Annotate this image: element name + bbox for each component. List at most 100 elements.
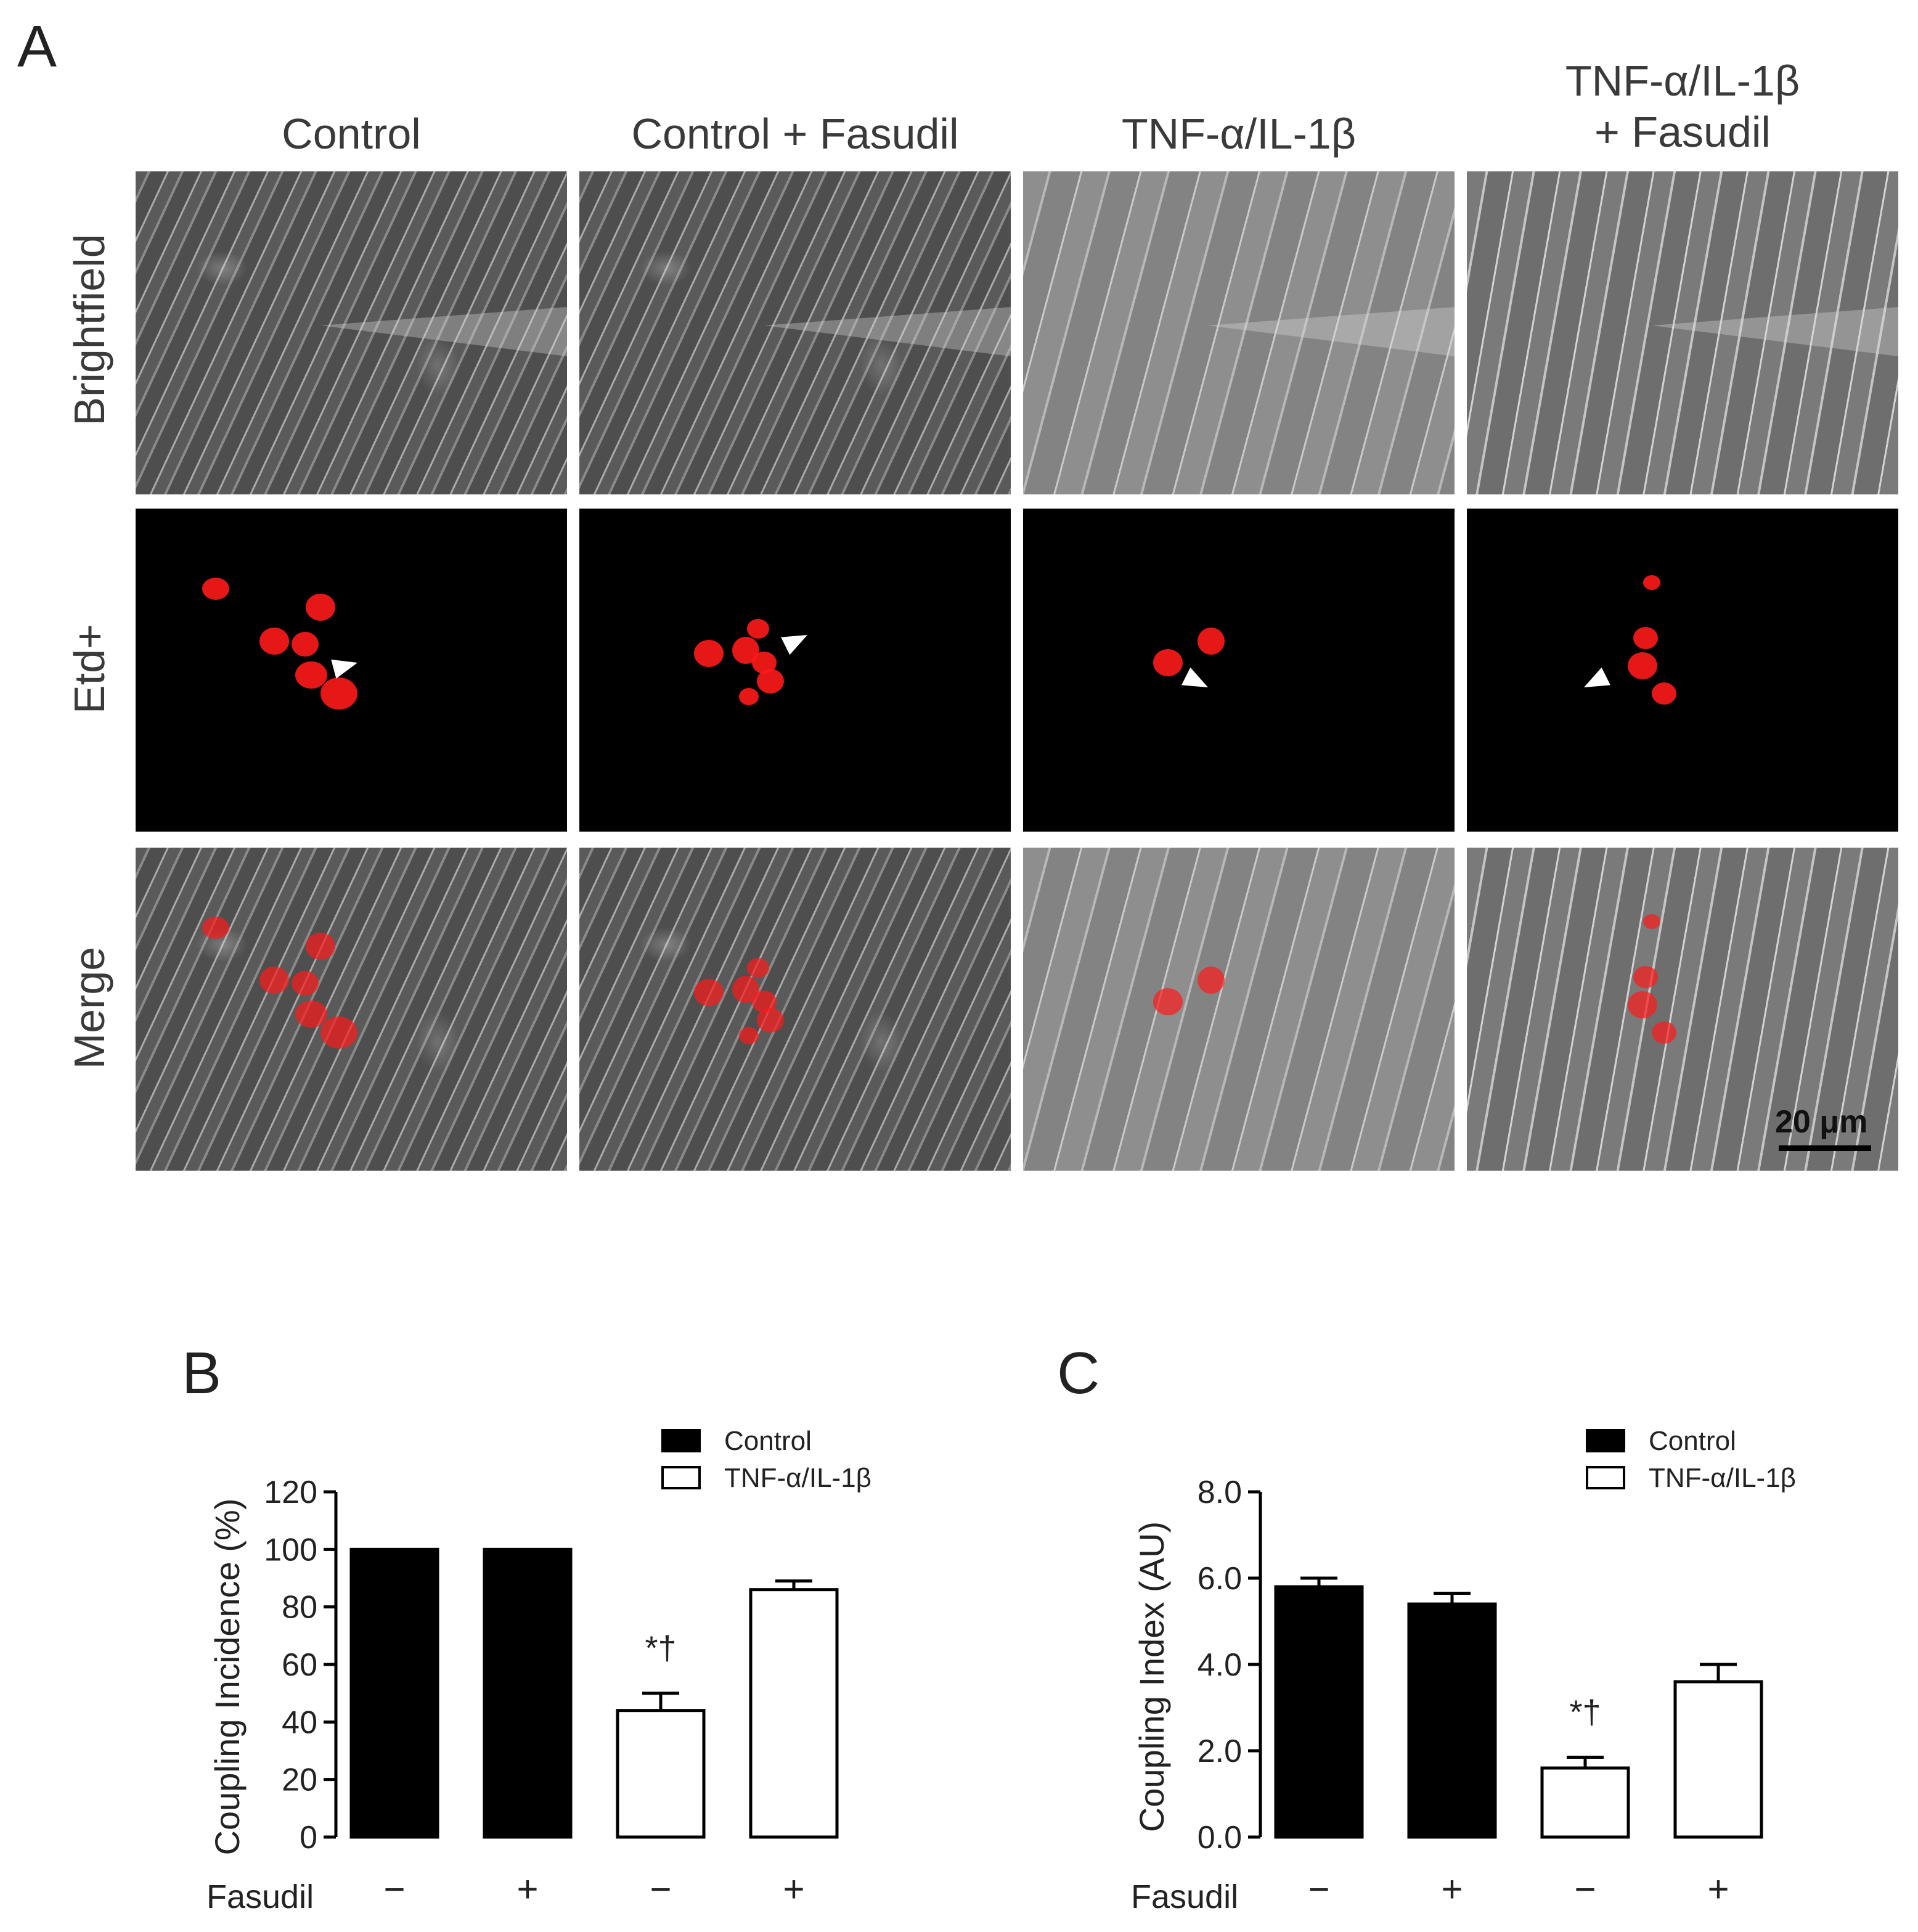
x-category-label: + bbox=[783, 1869, 804, 1910]
panel-label-a: A bbox=[17, 14, 57, 80]
significance-label: *† bbox=[1569, 1694, 1601, 1731]
y-tick-label: 8.0 bbox=[1198, 1475, 1242, 1510]
y-tick-label: 80 bbox=[282, 1590, 317, 1626]
y-tick-label: 120 bbox=[264, 1475, 317, 1510]
legend-swatch bbox=[661, 1429, 701, 1452]
etd-image-4 bbox=[1467, 509, 1898, 832]
nucleus bbox=[739, 1027, 759, 1044]
x-category-label: − bbox=[650, 1869, 671, 1910]
nucleus bbox=[306, 594, 335, 621]
legend-label: TNF-α/IL-1β bbox=[1649, 1463, 1796, 1493]
y-tick-label: 0.0 bbox=[1198, 1820, 1242, 1856]
nucleus bbox=[259, 628, 289, 655]
column-label-line: Control + Fasudil bbox=[631, 110, 959, 158]
panel-label-b: B bbox=[182, 1340, 222, 1406]
nucleus bbox=[259, 967, 289, 994]
etd-image-3 bbox=[1023, 509, 1455, 832]
nucleus bbox=[1652, 682, 1676, 705]
row-label-merge: Merge bbox=[65, 946, 113, 1070]
brightfield-image-3 bbox=[1023, 171, 1455, 494]
micropipette bbox=[1208, 307, 1455, 356]
y-tick-label: 4.0 bbox=[1198, 1647, 1242, 1683]
arrowhead-marker bbox=[781, 635, 807, 655]
legend-label: Control bbox=[1649, 1426, 1736, 1456]
nucleus bbox=[1198, 967, 1225, 994]
column-label-line: TNF-α/IL-1β bbox=[1565, 57, 1800, 105]
chart-coupling-index: 0.0 2.0 4.0 6.0 8.0 Coupling Index (AU) − + − + *†… bbox=[1131, 1426, 1796, 1915]
y-tick-label: 0 bbox=[300, 1820, 317, 1856]
column-label-2: Control + Fasudil bbox=[579, 108, 1011, 160]
y-tick-label: 40 bbox=[282, 1705, 317, 1740]
nucleus bbox=[295, 1001, 327, 1028]
legend-swatch bbox=[661, 1466, 701, 1489]
nucleus bbox=[752, 652, 777, 674]
etd-image-1 bbox=[136, 509, 567, 832]
nucleus bbox=[1628, 652, 1657, 679]
fasudil-row-label: Fasudil bbox=[206, 1878, 314, 1915]
merge-image-2 bbox=[579, 848, 1011, 1171]
micropipette bbox=[764, 307, 1011, 356]
merge-image-1 bbox=[136, 848, 567, 1171]
nucleus bbox=[747, 619, 769, 639]
brightfield-image-2 bbox=[579, 171, 1011, 494]
panel-label-c: C bbox=[1057, 1340, 1100, 1406]
merge-image-4 bbox=[1467, 848, 1898, 1171]
nucleus bbox=[306, 933, 335, 960]
y-axis-label: Coupling Index (AU) bbox=[1132, 1521, 1171, 1832]
bar bbox=[1540, 1766, 1630, 1839]
arrowhead-marker bbox=[331, 659, 357, 679]
nucleus bbox=[1153, 649, 1183, 676]
scale-bar bbox=[1779, 1145, 1871, 1151]
legend-label: TNF-α/IL-1β bbox=[724, 1463, 871, 1493]
significance-label: *† bbox=[645, 1630, 676, 1667]
x-category-label: + bbox=[516, 1869, 538, 1910]
nucleus bbox=[292, 971, 319, 996]
bar bbox=[1407, 1602, 1497, 1839]
x-category-label: − bbox=[1574, 1869, 1596, 1910]
brightfield-image-1 bbox=[136, 171, 567, 494]
x-category-label: + bbox=[1441, 1869, 1463, 1910]
chart-coupling-incidence: 0 20 40 60 80 100 120 Coupling Incidence (%) − + −… bbox=[206, 1426, 871, 1915]
nucleus bbox=[694, 979, 724, 1006]
nucleus bbox=[1153, 988, 1183, 1015]
y-tick-label: 60 bbox=[282, 1647, 317, 1683]
nucleus bbox=[752, 991, 777, 1013]
bar bbox=[749, 1588, 839, 1839]
bar bbox=[349, 1547, 439, 1839]
brightfield-image-4 bbox=[1467, 171, 1898, 494]
scale-bar-label: 20 μm bbox=[1775, 1104, 1868, 1140]
x-category-label: − bbox=[383, 1869, 405, 1910]
y-axis-label: Coupling Incidence (%) bbox=[208, 1499, 247, 1856]
nucleus bbox=[1633, 966, 1658, 988]
micropipette bbox=[1652, 307, 1898, 356]
y-tick-label: 100 bbox=[264, 1532, 317, 1568]
etd-image-2 bbox=[579, 509, 1011, 832]
bar bbox=[483, 1547, 573, 1839]
nucleus bbox=[295, 661, 327, 689]
y-tick-label: 6.0 bbox=[1198, 1561, 1242, 1597]
row-label-etd: Etd+ bbox=[65, 624, 113, 714]
nucleus bbox=[202, 917, 229, 939]
nucleus bbox=[732, 976, 759, 1003]
arrowhead-marker bbox=[1181, 667, 1208, 687]
column-label-line: + Fasudil bbox=[1594, 107, 1771, 156]
bar bbox=[1274, 1585, 1364, 1839]
nucleus bbox=[292, 632, 319, 657]
column-label-4: TNF-α/IL-1β + Fasudil bbox=[1467, 55, 1898, 157]
nucleus bbox=[739, 688, 759, 705]
nucleus bbox=[320, 677, 357, 710]
y-tick-label: 20 bbox=[282, 1762, 317, 1798]
nucleus bbox=[320, 1017, 357, 1049]
legend-label: Control bbox=[724, 1426, 812, 1456]
nucleus bbox=[747, 958, 769, 978]
arrowhead-marker bbox=[1584, 667, 1610, 687]
nucleus bbox=[1652, 1021, 1676, 1044]
bar bbox=[616, 1709, 706, 1839]
nucleus bbox=[202, 578, 229, 600]
y-tick-label: 2.0 bbox=[1198, 1733, 1242, 1769]
row-label-brightfield: Brightfield bbox=[65, 234, 113, 426]
column-label-line: TNF-α/IL-1β bbox=[1121, 110, 1357, 158]
nucleus bbox=[1643, 575, 1660, 590]
nucleus bbox=[1198, 628, 1225, 655]
nucleus bbox=[1628, 991, 1657, 1018]
